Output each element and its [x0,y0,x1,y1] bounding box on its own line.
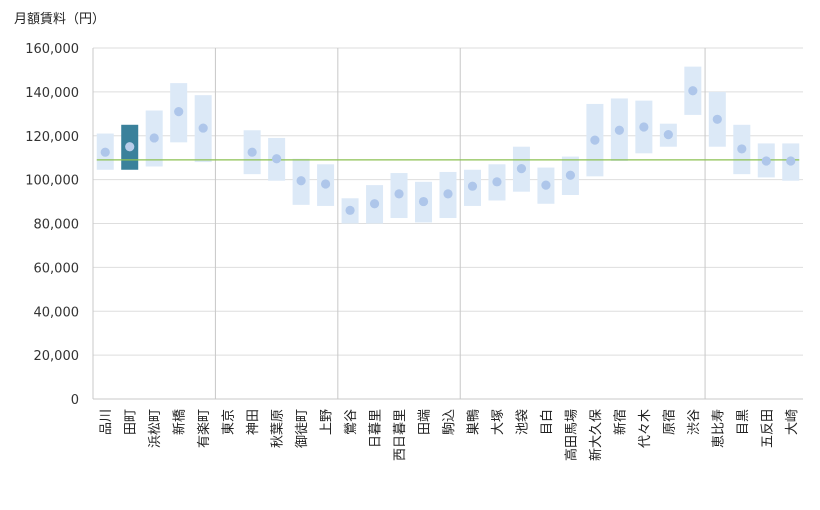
x-category-label: 池袋 [515,409,530,435]
x-category-label: 御徒町 [295,409,310,448]
x-category-label: 日暮里 [369,409,384,448]
x-category-label: 新橋 [172,409,188,435]
y-tick-label: 40,000 [34,305,80,320]
y-tick-label: 60,000 [34,261,80,276]
x-category-label: 恵比寿 [711,409,726,448]
x-category-label: 西日暮里 [393,409,408,461]
median-dot-11 [345,205,355,215]
median-dot-22 [614,125,624,135]
median-dot-24 [663,130,673,140]
median-dot-18 [516,164,527,174]
median-dot-5 [198,123,208,133]
x-category-label: 上野 [320,409,335,435]
median-dot-21 [590,135,600,145]
median-dot-25 [688,86,698,96]
x-category-label: 大塚 [491,409,506,435]
y-tick-labels: 0 20,000 40,000 60,000 80,000 100,000 120,000 1… [25,42,79,408]
median-dot-7 [247,147,257,157]
x-category-label: 田端 [418,409,433,435]
median-dot-20 [565,170,576,180]
x-category-label: 田町 [124,409,139,435]
x-category-label: 原宿 [661,409,677,435]
x-category-labels: 品川 田町 浜松町 新橋 有楽町 東京 神田 秋葉原 御徒町 上野 鶯谷 日暮里 西日暮里 田端 駒込 巣鴨大… [99,409,800,461]
median-dot-15 [443,189,453,199]
median-dot-19 [541,180,551,190]
y-tick-label: 80,000 [34,218,80,233]
x-category-label: 新大久保 [588,409,604,461]
median-dot-9 [296,176,306,186]
x-category-label: 駒込 [442,409,457,435]
axes [92,48,803,400]
section-dividers [214,48,706,399]
median-dot-28 [761,156,771,166]
y-tick-label: 160,000 [25,42,79,57]
y-tick-label: 120,000 [25,130,79,145]
median-dots [100,86,796,215]
median-dot-2 [125,142,135,152]
x-category-label: 秋葉原 [271,409,286,448]
median-dot-3 [149,133,159,143]
median-dot-12 [369,199,380,209]
median-dot-13 [394,189,404,199]
x-category-label: 神田 [246,409,261,435]
median-dot-26 [712,114,722,124]
median-dot-23 [639,122,649,132]
x-category-label: 目白 [539,409,555,435]
x-category-label: 高田馬場 [563,409,579,461]
x-category-label: 五反田 [760,409,775,448]
median-dot-16 [467,181,478,191]
x-category-label: 有楽町 [196,409,212,448]
x-category-label: 巣鴨 [466,409,481,435]
x-category-label: 品川 [99,409,114,435]
median-dot-1 [100,147,110,157]
x-category-label: 渋谷 [687,409,702,435]
y-tick-label: 0 [71,393,79,408]
y-axis-unit-label: 月額賃料（円） [14,12,106,27]
median-dot-8 [272,154,282,164]
median-dot-17 [492,177,502,187]
y-tick-label: 140,000 [25,86,79,101]
x-category-label: 目黒 [736,409,751,435]
median-dot-29 [786,156,796,166]
x-category-label: 東京 [221,409,237,435]
median-dot-4 [174,107,184,117]
x-category-label: 代々木 [638,409,653,448]
median-dot-10 [320,179,331,189]
y-tick-label: 20,000 [34,349,80,364]
median-dot-14 [418,196,429,207]
x-category-label: 新宿 [612,409,628,435]
x-category-label: 浜松町 [148,409,163,448]
x-category-label: 鶯谷 [344,409,359,435]
x-category-label: 大崎 [785,409,800,435]
y-tick-label: 100,000 [25,174,79,189]
median-dot-27 [737,144,747,154]
